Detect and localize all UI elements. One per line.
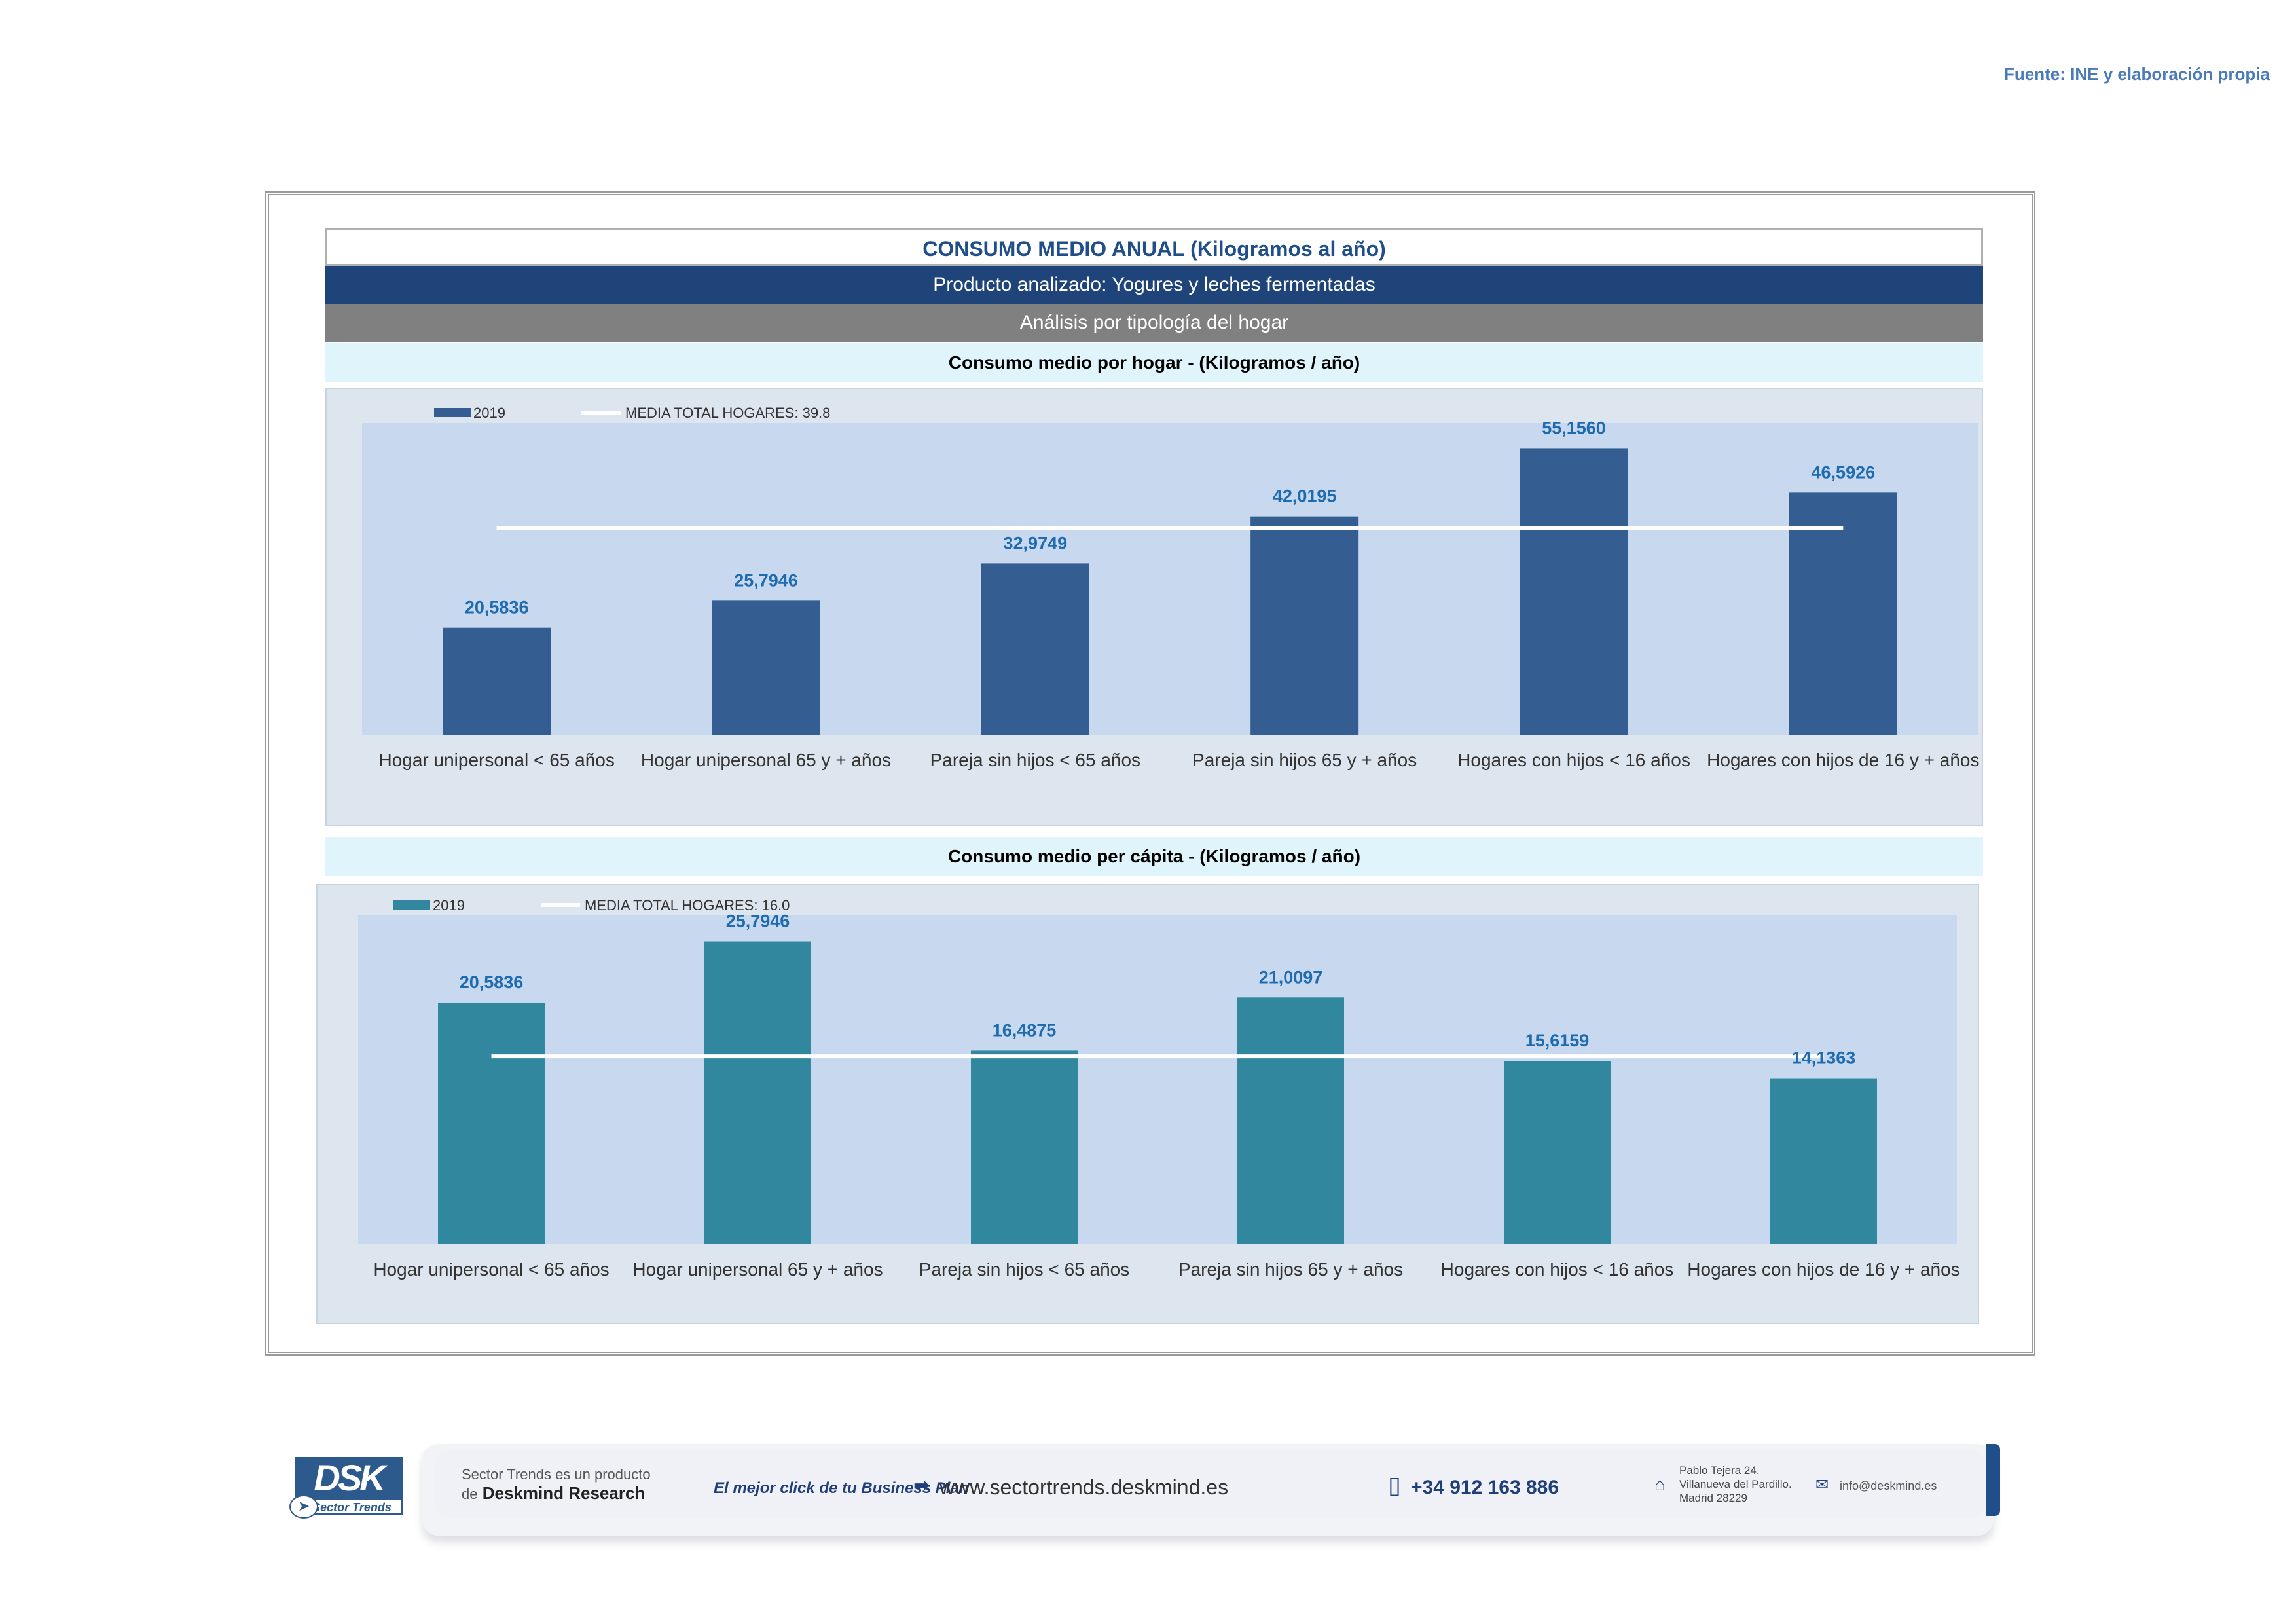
data-label: 32,9749: [1004, 533, 1068, 553]
legend-swatch-2019: [434, 408, 471, 417]
category-label: Hogar unipersonal 65 y + años: [632, 1259, 883, 1280]
chart-household: 2019 MEDIA TOTAL HOGARES: 39.8 20,5836 25,7…: [325, 388, 1983, 826]
chart-per-capita: 2019 MEDIA TOTAL HOGARES: 16.0 20,5836 25,7…: [316, 884, 1979, 1324]
data-label: 14,1363: [1792, 1048, 1856, 1068]
cursor-arrow-icon: ➤: [289, 1495, 318, 1519]
logo-text: DSK: [295, 1457, 403, 1499]
bar: [1770, 1078, 1877, 1244]
footer-brand-line: de Deskmind Research: [462, 1483, 645, 1504]
footer-banner: Sector Trends es un producto de Deskmind…: [422, 1444, 2000, 1536]
chart-svg: 2019 MEDIA TOTAL HOGARES: 39.8 20,5836 25,7…: [362, 405, 1980, 770]
bar: [1504, 1061, 1611, 1244]
category-label: Pareja sin hijos < 65 años: [919, 1259, 1129, 1280]
data-label: 55,1560: [1542, 418, 1606, 437]
footer-slogan: El mejor click de tu Business Plan: [714, 1479, 969, 1497]
data-label: 20,5836: [465, 598, 529, 618]
footer: DSK Sector Trends ➤ Sector Trends es un …: [262, 1437, 2030, 1555]
legend-swatch-2019: [393, 900, 430, 910]
data-label: 25,7946: [734, 570, 798, 590]
bar: [1520, 448, 1628, 735]
category-label: Hogares con hijos < 16 años: [1441, 1259, 1674, 1280]
footer-address: Pablo Tejera 24. Villanueva del Pardillo…: [1679, 1464, 1792, 1504]
legend-label-2019: 2019: [433, 897, 465, 913]
footer-brand: Deskmind Research: [482, 1483, 646, 1503]
category-label: Hogares con hijos de 16 y + años: [1687, 1259, 1959, 1280]
category-label: Hogares con hijos de 16 y + años: [1707, 750, 1979, 770]
logo-subtitle: Sector Trends: [301, 1499, 403, 1515]
category-label: Hogar unipersonal < 65 años: [373, 1259, 609, 1280]
link-arrow-icon: ➡: [913, 1475, 930, 1496]
banner-accent-bar: [1986, 1444, 2000, 1516]
bar: [1789, 492, 1897, 735]
category-label: Pareja sin hijos 65 y + años: [1178, 1259, 1403, 1280]
bar: [1250, 516, 1359, 735]
product-banner: Producto analizado: Yogures y leches fer…: [325, 266, 1983, 304]
legend-label-media: MEDIA TOTAL HOGARES: 39.8: [625, 405, 830, 421]
bar: [438, 1002, 545, 1244]
data-label: 46,5926: [1812, 462, 1876, 482]
chart1-title: Consumo medio por hogar - (Kilogramos / …: [325, 343, 1983, 382]
chart2-title: Consumo medio per cápita - (Kilogramos /…: [325, 837, 1983, 876]
data-label: 21,0097: [1259, 967, 1323, 987]
report-frame: CONSUMO MEDIO ANUAL (Kilogramos al año) …: [265, 191, 2035, 1356]
data-label: 15,6159: [1525, 1031, 1590, 1050]
legend-label-media: MEDIA TOTAL HOGARES: 16.0: [585, 897, 790, 913]
mail-icon: ✉: [1815, 1476, 1829, 1494]
category-label: Pareja sin hijos 65 y + años: [1192, 750, 1417, 770]
report-title: CONSUMO MEDIO ANUAL (Kilogramos al año): [325, 228, 1983, 266]
footer-brand-prefix: de: [462, 1486, 478, 1502]
category-label: Hogar unipersonal < 65 años: [378, 750, 614, 770]
bar: [704, 941, 811, 1244]
footer-website-link[interactable]: www.sectortrends.deskmind.es: [939, 1475, 1229, 1499]
phone-icon: ▯: [1388, 1471, 1401, 1498]
data-label: 25,7946: [726, 912, 790, 931]
category-label: Hogares con hijos < 16 años: [1457, 750, 1690, 770]
bar: [981, 563, 1089, 735]
home-icon: ⌂: [1654, 1474, 1666, 1494]
bar: [1237, 997, 1344, 1244]
data-label: 16,4875: [993, 1020, 1057, 1040]
bar: [971, 1050, 1078, 1244]
footer-product-line: Sector Trends es un producto: [462, 1466, 651, 1483]
bar: [443, 627, 551, 735]
plot-area: [358, 915, 1957, 1244]
data-label: 42,0195: [1273, 487, 1337, 506]
data-label: 20,5836: [460, 972, 524, 992]
analysis-banner: Análisis por tipología del hogar: [325, 304, 1983, 342]
dsk-logo: DSK Sector Trends ➤: [289, 1457, 403, 1519]
source-note: Fuente: INE y elaboración propia: [2004, 64, 2270, 84]
category-label: Pareja sin hijos < 65 años: [930, 750, 1140, 770]
chart-svg: 2019 MEDIA TOTAL HOGARES: 16.0 20,5836 25,7…: [358, 897, 1960, 1280]
footer-phone[interactable]: +34 912 163 886: [1411, 1477, 1559, 1498]
plot-area: [362, 423, 1978, 735]
legend-label-2019: 2019: [473, 405, 505, 421]
bar: [712, 600, 820, 735]
category-label: Hogar unipersonal 65 y + años: [641, 750, 891, 770]
footer-email[interactable]: info@deskmind.es: [1840, 1479, 1937, 1492]
